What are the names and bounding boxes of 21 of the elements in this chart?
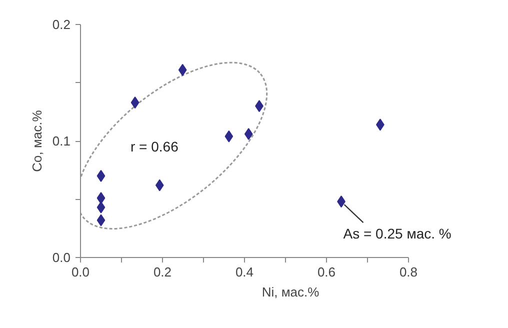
x-tick-label: 0.8 [399,264,418,280]
point [96,214,106,226]
point [155,179,164,192]
y-tick-label: 0.1 [52,134,71,148]
x-axis-title: Ni, мас.% [262,284,320,300]
annotation: As = 0.25 мас. % [343,226,452,242]
point [178,64,187,76]
point [96,192,106,204]
point [224,130,234,142]
x-tick-label: 0.0 [71,264,90,280]
point [244,128,253,140]
point [130,96,140,109]
annotation: r = 0.66 [130,138,179,154]
y-axis-title: Co, мас.% [29,110,44,172]
x-tick-label: 0.2 [153,264,172,280]
y-tick-label: 0.2 [52,17,71,32]
x-tick-label: 0.4 [235,264,254,280]
point [96,201,106,214]
point [96,170,106,182]
y-tick-label: 0.0 [52,250,71,265]
x-tick-label: 0.6 [317,264,336,280]
